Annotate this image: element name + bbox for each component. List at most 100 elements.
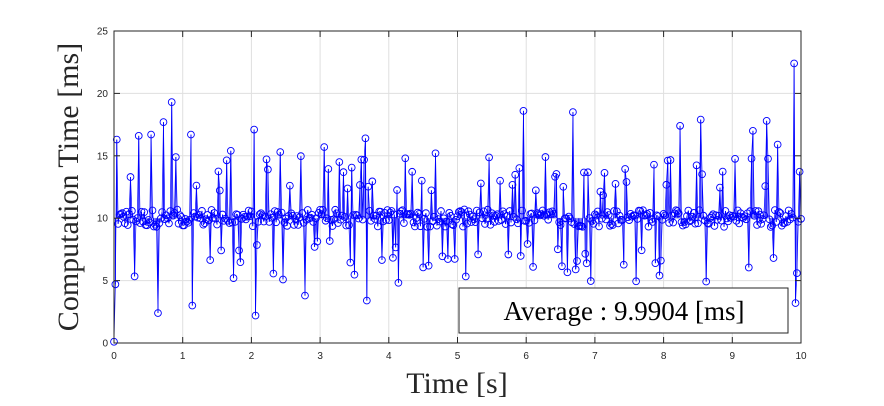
data-point	[615, 211, 624, 220]
data-point	[297, 152, 305, 160]
data-point	[505, 207, 514, 215]
data-point	[394, 278, 403, 287]
data-point	[349, 211, 357, 219]
data-point	[761, 182, 770, 190]
data-point	[215, 186, 224, 195]
data-point	[750, 211, 759, 220]
data-point	[641, 211, 650, 220]
data-point	[728, 211, 737, 220]
data-point	[382, 216, 390, 224]
data-point	[393, 186, 401, 194]
data-point	[386, 208, 395, 217]
data-point	[556, 221, 565, 229]
data-point	[647, 215, 656, 224]
data-point	[790, 59, 798, 68]
data-point	[268, 213, 276, 222]
data-point	[529, 263, 537, 271]
data-point	[279, 275, 287, 284]
data-point	[757, 219, 766, 228]
data-point	[655, 271, 664, 280]
data-point	[335, 158, 344, 166]
data-point	[220, 216, 228, 225]
data-point	[290, 221, 298, 229]
data-point	[171, 153, 180, 161]
data-point	[301, 291, 309, 300]
data-point	[420, 214, 429, 223]
data-point	[405, 210, 414, 219]
data-point	[264, 165, 272, 174]
data-point	[749, 126, 757, 135]
data-point	[586, 277, 595, 285]
data-point	[361, 134, 370, 143]
data-point	[253, 241, 261, 249]
data-point	[331, 205, 340, 214]
data-point	[437, 207, 445, 215]
y-tick-label: 5	[102, 276, 108, 287]
x-tick-label: 3	[317, 351, 323, 362]
data-point	[621, 165, 629, 173]
x-axis-ticks: 0 1 2 3 4 5 6 7 8 9 10	[111, 31, 807, 362]
data-point	[384, 216, 393, 224]
data-point	[659, 209, 668, 218]
data-point	[573, 257, 581, 265]
data-point	[408, 167, 417, 176]
data-point	[145, 218, 154, 227]
data-point	[760, 211, 768, 220]
data-point	[276, 148, 285, 156]
data-point	[622, 178, 631, 186]
data-point	[165, 219, 173, 228]
data-point	[372, 211, 381, 220]
y-tick-label: 0	[102, 339, 108, 350]
data-point	[269, 269, 278, 278]
data-point	[423, 222, 432, 231]
data-point	[347, 163, 356, 172]
data-point	[272, 218, 280, 227]
data-point	[187, 130, 195, 139]
data-point	[128, 207, 136, 215]
data-point	[360, 155, 368, 164]
data-point	[229, 274, 238, 282]
series-markers	[110, 59, 805, 346]
data-point	[134, 131, 143, 140]
data-point	[126, 173, 135, 181]
data-point	[236, 258, 245, 266]
x-tick-label: 5	[455, 351, 461, 362]
data-point	[604, 211, 613, 219]
data-point	[398, 206, 407, 215]
data-point	[295, 213, 304, 222]
data-point	[585, 214, 594, 222]
data-point	[769, 254, 778, 262]
data-point	[327, 216, 335, 224]
data-point	[673, 207, 682, 215]
data-point	[368, 177, 377, 186]
data-point	[262, 155, 271, 164]
data-point	[448, 220, 456, 229]
data-point	[582, 259, 591, 268]
data-point	[343, 184, 352, 193]
data-point	[702, 277, 711, 286]
data-point	[339, 168, 348, 177]
data-point	[548, 207, 557, 216]
data-point	[313, 237, 322, 246]
data-point	[284, 212, 293, 220]
x-tick-label: 10	[795, 351, 807, 362]
data-point	[413, 208, 422, 217]
data-point	[340, 213, 349, 221]
data-point	[735, 219, 744, 228]
data-point	[516, 252, 525, 260]
data-point	[281, 214, 290, 223]
data-point	[225, 219, 234, 227]
data-point	[563, 268, 572, 277]
data-point	[318, 205, 327, 214]
data-point	[148, 206, 157, 215]
data-point	[787, 210, 796, 218]
data-point	[663, 156, 672, 165]
data-point	[558, 262, 566, 271]
data-point	[479, 207, 488, 216]
data-point	[637, 246, 646, 255]
data-point	[189, 209, 198, 217]
data-point	[569, 108, 577, 116]
data-point	[364, 182, 373, 191]
data-point	[644, 222, 653, 231]
